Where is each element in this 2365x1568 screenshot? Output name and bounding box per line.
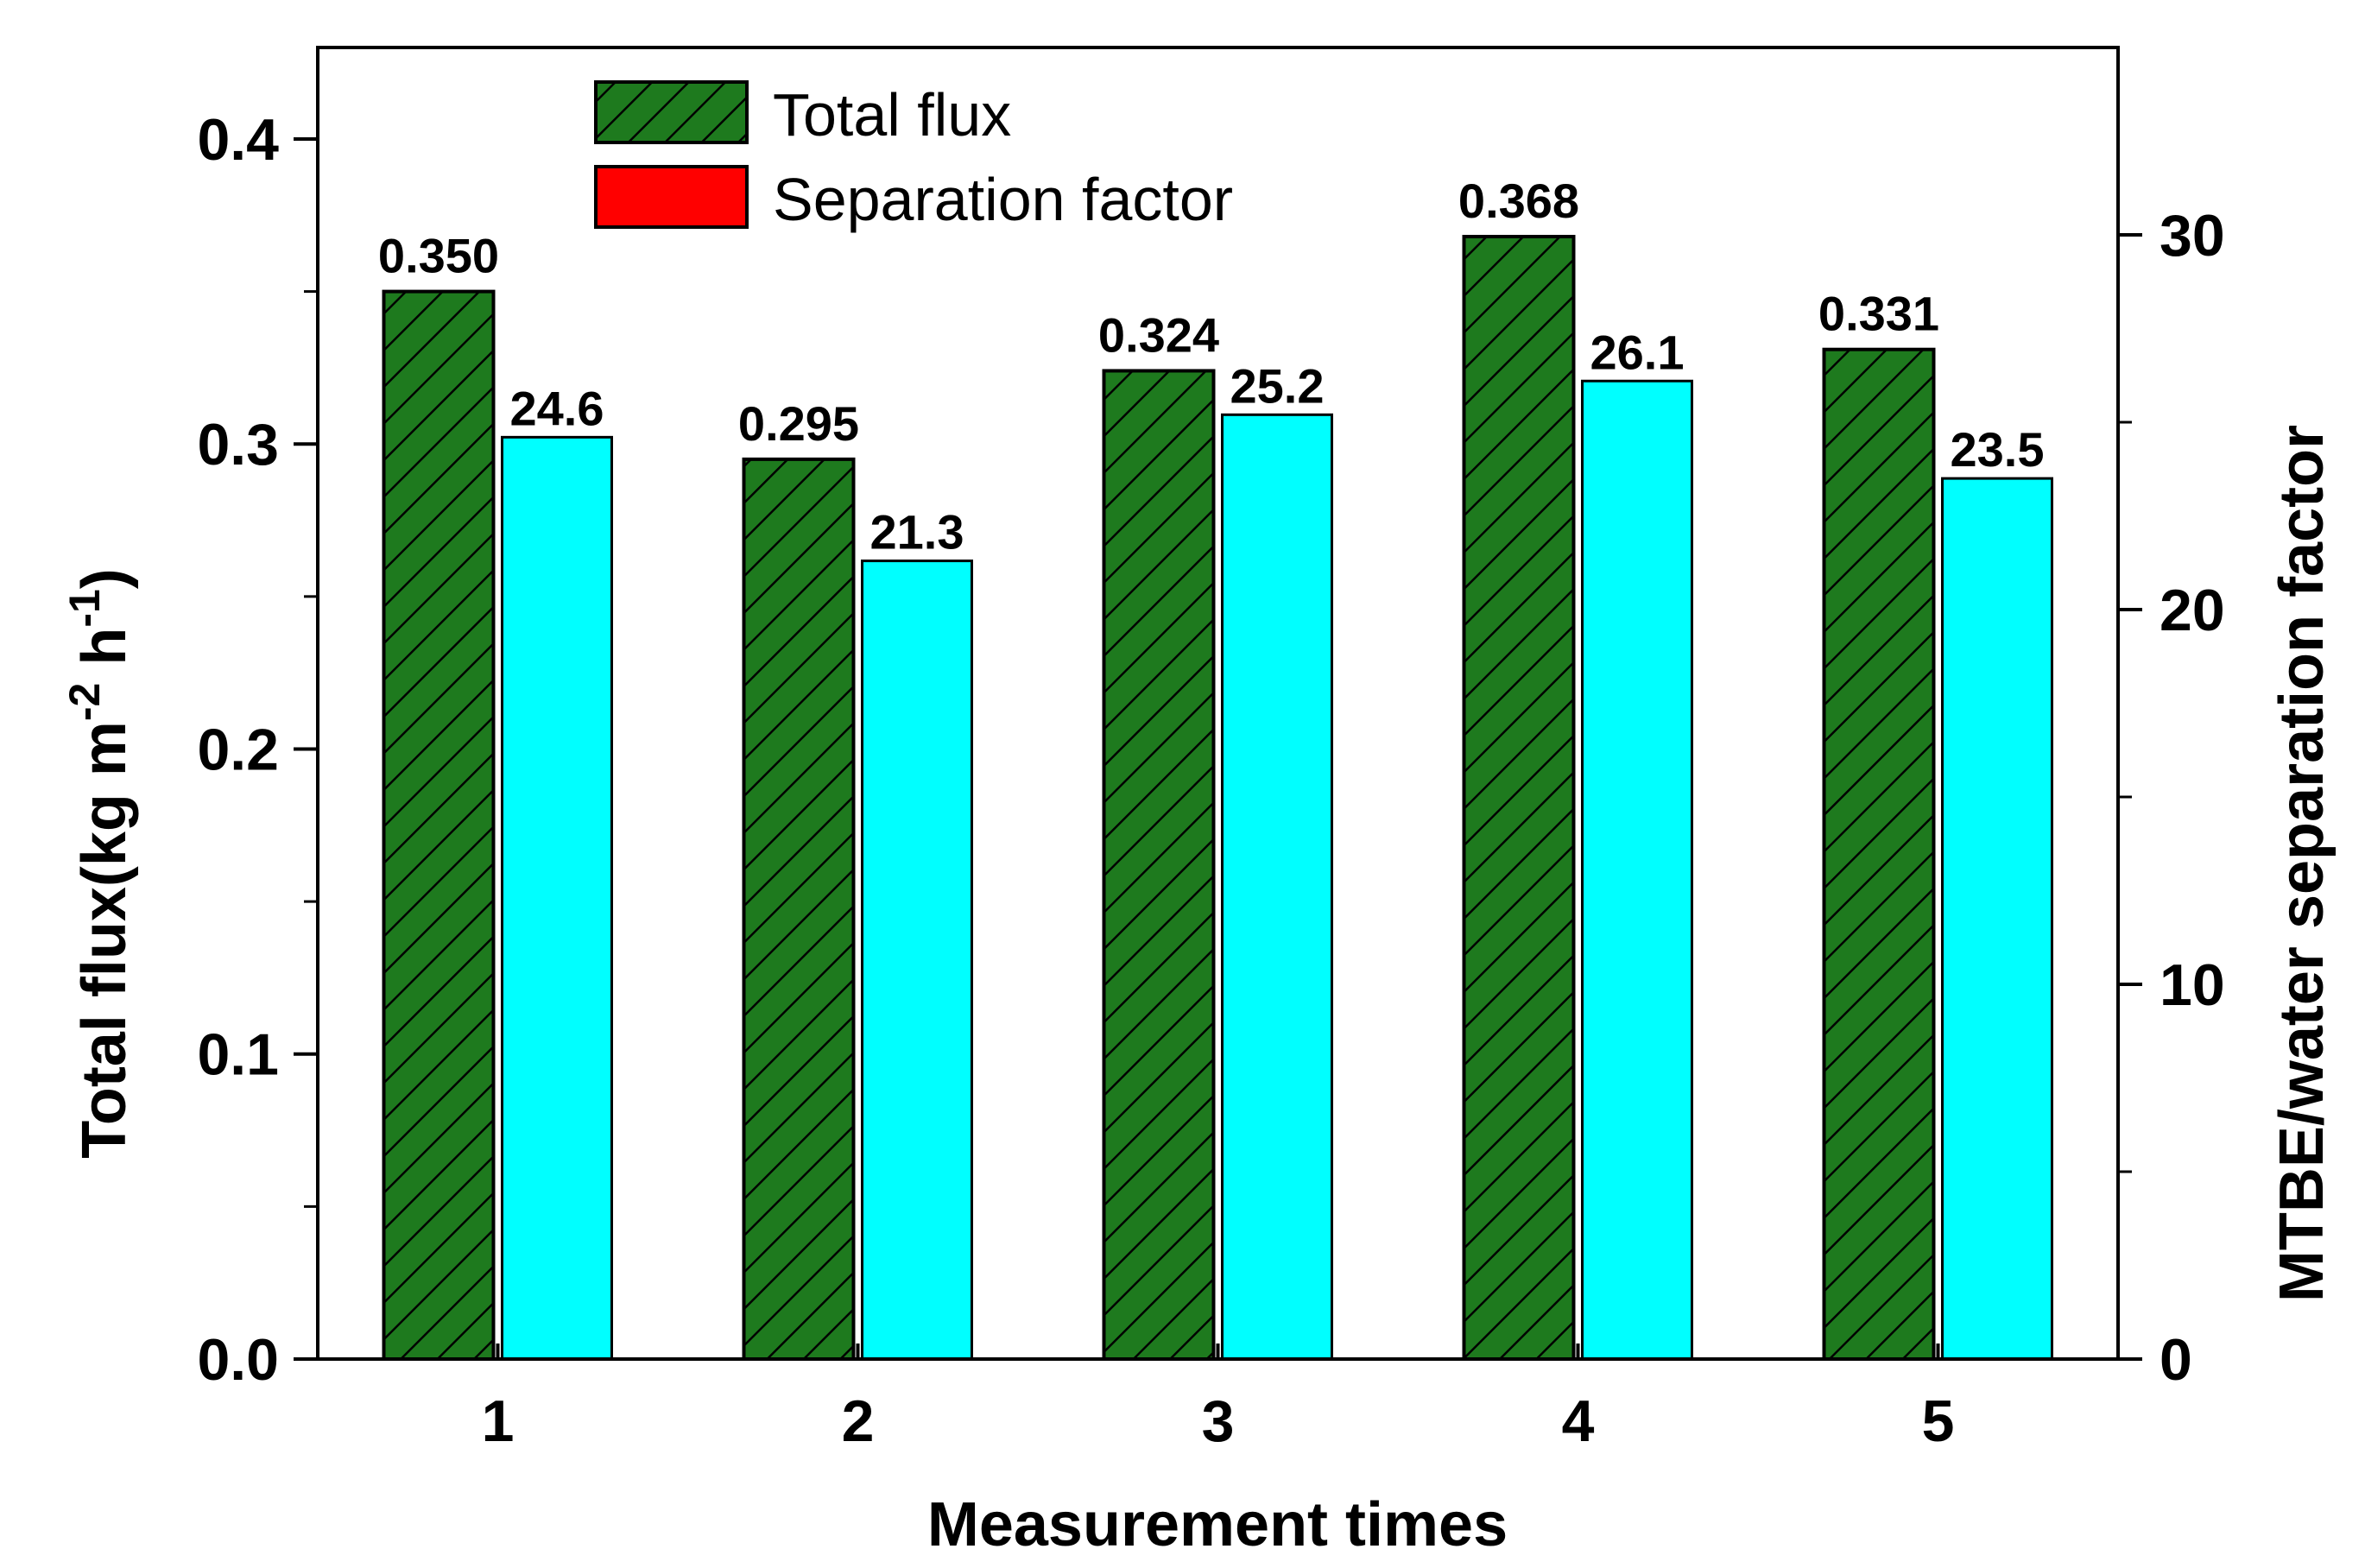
legend-swatch-separation-factor (594, 165, 749, 229)
bar-separation-factor-2 (861, 560, 973, 1361)
data-label-total-flux-5: 0.331 (1818, 287, 1939, 341)
data-label-separation-factor-5: 23.5 (1951, 422, 2045, 477)
legend: Total flux Separation factor (594, 80, 1233, 233)
data-label-separation-factor-1: 24.6 (510, 381, 604, 435)
y-axis-title-sup2: -1 (60, 589, 109, 627)
data-label-separation-factor-2: 21.3 (870, 505, 964, 560)
y-tick-label-0.2: 0.2 (197, 717, 279, 782)
x-axis-title: Measurement times (927, 1490, 1508, 1559)
data-label-separation-factor-4: 26.1 (1590, 325, 1685, 379)
bar-total-flux-4 (1462, 235, 1576, 1362)
y-axis-title-main: Total flux(kg m (70, 721, 139, 1159)
x-tick-label-4: 4 (1562, 1388, 1595, 1454)
y-tick-label-0.4: 0.4 (197, 107, 279, 173)
y-axis-title: Total flux(kg m-2 h-1) (60, 568, 139, 1159)
legend-label-separation-factor: Separation factor (773, 166, 1233, 233)
legend-swatch-total-flux (594, 80, 749, 144)
y-right-tick-label-0: 0 (2159, 1327, 2192, 1393)
bar-separation-factor-1 (501, 435, 613, 1361)
y-tick-label-0.0: 0.0 (197, 1327, 279, 1393)
data-label-total-flux-3: 0.324 (1098, 307, 1219, 362)
bar-total-flux-1 (382, 289, 496, 1362)
y-tick-label-0.3: 0.3 (197, 412, 279, 477)
bar-total-flux-3 (1102, 369, 1216, 1361)
x-tick-label-1: 1 (482, 1388, 515, 1454)
y-axis-title-mid: h (70, 628, 139, 683)
y-axis-title-tail: ) (70, 568, 139, 589)
x-tick-label-3: 3 (1202, 1388, 1235, 1454)
y-axis-right-title: MTBE/water separation factor (2267, 425, 2337, 1302)
y-tick-label-0.1: 0.1 (197, 1022, 279, 1088)
x-tick-label-2: 2 (842, 1388, 875, 1454)
bars-group (382, 235, 2053, 1362)
y-right-tick-label-30: 30 (2159, 203, 2225, 269)
bar-total-flux-5 (1822, 347, 1936, 1361)
bar-total-flux-2 (742, 457, 856, 1361)
x-tick-label-5: 5 (1922, 1388, 1955, 1454)
data-label-total-flux-1: 0.350 (378, 229, 499, 283)
y-axis-title-sup1: -2 (60, 683, 109, 721)
ticks-group: 1 2 3 4 5 0.0 0.1 0.2 0.3 0.4 0 10 20 30 (197, 107, 2224, 1454)
bar-separation-factor-5 (1941, 477, 2053, 1361)
y-right-tick-label-10: 10 (2159, 952, 2225, 1018)
y-right-tick-label-20: 20 (2159, 578, 2225, 643)
bar-separation-factor-3 (1221, 413, 1333, 1361)
data-label-total-flux-4: 0.368 (1458, 174, 1579, 228)
data-label-separation-factor-3: 25.2 (1230, 358, 1325, 413)
legend-label-total-flux: Total flux (773, 81, 1011, 149)
bar-separation-factor-4 (1581, 379, 1693, 1361)
data-label-total-flux-2: 0.295 (738, 396, 859, 451)
